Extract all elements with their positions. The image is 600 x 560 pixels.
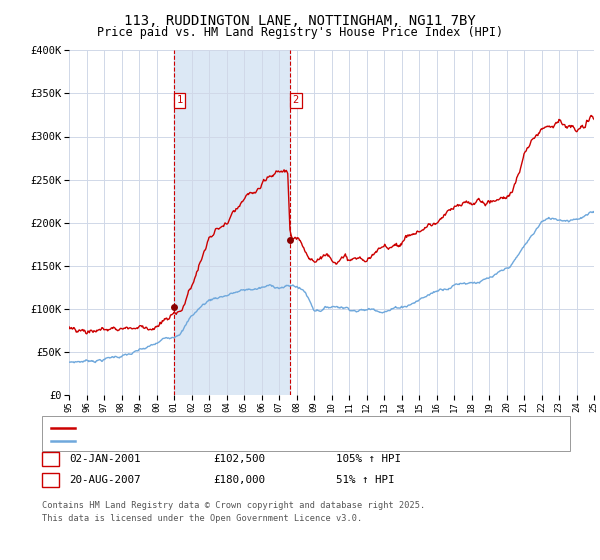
Text: Contains HM Land Registry data © Crown copyright and database right 2025.
This d: Contains HM Land Registry data © Crown c… [42,501,425,522]
Text: 2: 2 [47,475,54,485]
Text: 113, RUDDINGTON LANE, NOTTINGHAM, NG11 7BY: 113, RUDDINGTON LANE, NOTTINGHAM, NG11 7… [124,14,476,28]
Text: 1: 1 [47,454,54,464]
Text: HPI: Average price, semi-detached house, City of Nottingham: HPI: Average price, semi-detached house,… [79,437,418,446]
Text: Price paid vs. HM Land Registry's House Price Index (HPI): Price paid vs. HM Land Registry's House … [97,26,503,39]
Text: 2: 2 [293,95,299,105]
Text: 20-AUG-2007: 20-AUG-2007 [69,475,140,485]
Text: 51% ↑ HPI: 51% ↑ HPI [336,475,395,485]
Text: £180,000: £180,000 [213,475,265,485]
Text: 1: 1 [176,95,183,105]
Text: 113, RUDDINGTON LANE, NOTTINGHAM, NG11 7BY (semi-detached house): 113, RUDDINGTON LANE, NOTTINGHAM, NG11 7… [79,423,447,432]
Text: £102,500: £102,500 [213,454,265,464]
Text: 02-JAN-2001: 02-JAN-2001 [69,454,140,464]
Bar [174,50,290,395]
Text: 105% ↑ HPI: 105% ↑ HPI [336,454,401,464]
